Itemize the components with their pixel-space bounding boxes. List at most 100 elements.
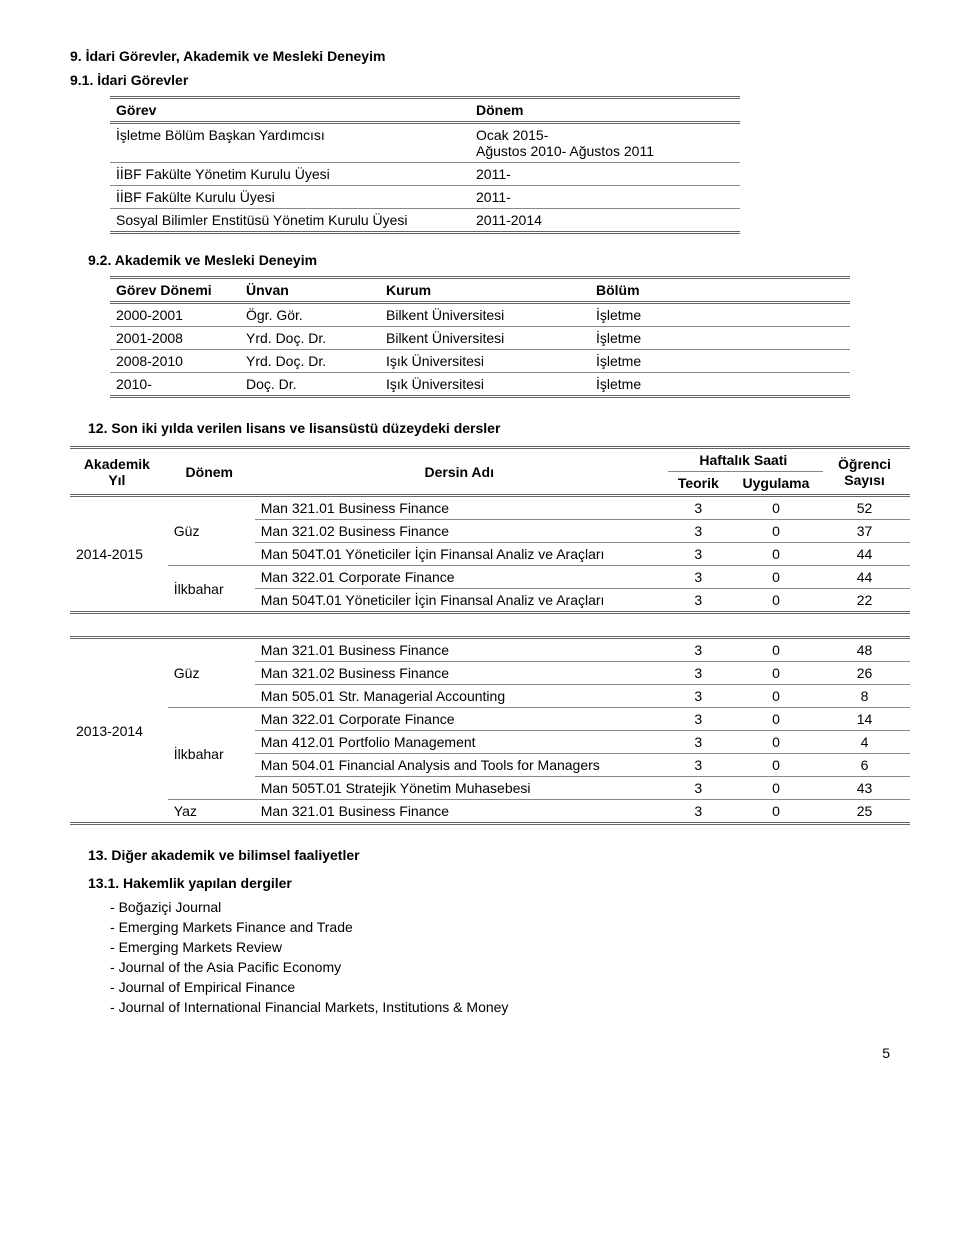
section-12-heading: 12. Son iki yılda verilen lisans ve lisa… — [88, 420, 900, 436]
cell-donem: İlkbahar — [168, 566, 255, 613]
cell-uygulama: 0 — [733, 496, 823, 520]
table-row: İlkbaharMan 322.01 Corporate Finance3044 — [70, 566, 910, 589]
cell-gorev: İİBF Fakülte Kurulu Üyesi — [110, 186, 470, 209]
cell-donem: 2001-2008 — [110, 327, 240, 350]
cell-ogrenci: 6 — [823, 754, 910, 777]
cell-ogrenci: 14 — [823, 708, 910, 731]
cell-akademik-yil: 2014-2015 — [70, 496, 168, 613]
list-item: Emerging Markets Review — [110, 939, 900, 955]
cell-uygulama: 0 — [733, 731, 823, 754]
th-donem: Dönem — [168, 448, 255, 496]
cell-ders: Man 504T.01 Yöneticiler İçin Finansal An… — [255, 589, 668, 613]
section-13-heading: 13. Diğer akademik ve bilimsel faaliyetl… — [88, 847, 900, 863]
cell-donem: 2011- — [470, 163, 740, 186]
cell-teorik: 3 — [668, 543, 733, 566]
cell-uygulama: 0 — [733, 754, 823, 777]
section-131-heading: 13.1. Hakemlik yapılan dergiler — [88, 875, 900, 891]
cell-ogrenci: 4 — [823, 731, 910, 754]
cell-uygulama: 0 — [733, 543, 823, 566]
cell-ders: Man 321.02 Business Finance — [255, 662, 668, 685]
cell-unvan: Doç. Dr. — [240, 373, 380, 397]
cell-bolum: İşletme — [590, 373, 850, 397]
cell-ders: Man 322.01 Corporate Finance — [255, 708, 668, 731]
table-row: 2000-2001Ögr. Gör.Bilkent Üniversitesiİş… — [110, 303, 850, 327]
th-dersin-adi: Dersin Adı — [255, 448, 668, 496]
th-unvan: Ünvan — [240, 278, 380, 303]
section-91-heading: 9.1. İdari Görevler — [70, 72, 900, 88]
cell-uygulama: 0 — [733, 520, 823, 543]
cell-ogrenci: 37 — [823, 520, 910, 543]
cell-teorik: 3 — [668, 638, 733, 662]
cell-donem: Yaz — [168, 800, 255, 824]
cell-unvan: Ögr. Gör. — [240, 303, 380, 327]
cell-uygulama: 0 — [733, 638, 823, 662]
cell-bolum: İşletme — [590, 350, 850, 373]
cell-uygulama: 0 — [733, 566, 823, 589]
list-item: Boğaziçi Journal — [110, 899, 900, 915]
table-row: 2010-Doç. Dr.Işık Üniversitesiİşletme — [110, 373, 850, 397]
cell-teorik: 3 — [668, 496, 733, 520]
cell-kurum: Bilkent Üniversitesi — [380, 303, 590, 327]
table-row: Sosyal Bilimler Enstitüsü Yönetim Kurulu… — [110, 209, 740, 233]
spacer-cell — [255, 613, 668, 638]
cell-ogrenci: 52 — [823, 496, 910, 520]
cell-gorev: Sosyal Bilimler Enstitüsü Yönetim Kurulu… — [110, 209, 470, 233]
th-bolum: Bölüm — [590, 278, 850, 303]
th-haftalik-saati: Haftalık Saati — [668, 448, 823, 472]
list-item: Journal of Empirical Finance — [110, 979, 900, 995]
cell-ders: Man 412.01 Portfolio Management — [255, 731, 668, 754]
cell-donem: Güz — [168, 496, 255, 566]
table-row: YazMan 321.01 Business Finance3025 — [70, 800, 910, 824]
table-row: 2001-2008Yrd. Doç. Dr.Bilkent Üniversite… — [110, 327, 850, 350]
cell-donem: 2011-2014 — [470, 209, 740, 233]
table-row: 2013-2014GüzMan 321.01 Business Finance3… — [70, 638, 910, 662]
spacer-cell — [168, 613, 255, 638]
cell-uygulama: 0 — [733, 662, 823, 685]
cell-uygulama: 0 — [733, 685, 823, 708]
cell-gorev: İİBF Fakülte Yönetim Kurulu Üyesi — [110, 163, 470, 186]
akademik-deneyim-table: Görev Dönemi Ünvan Kurum Bölüm 2000-2001… — [110, 276, 850, 398]
cell-ogrenci: 8 — [823, 685, 910, 708]
cell-ogrenci: 48 — [823, 638, 910, 662]
th-uygulama: Uygulama — [733, 472, 823, 496]
cell-ogrenci: 44 — [823, 566, 910, 589]
cell-ders: Man 504.01 Financial Analysis and Tools … — [255, 754, 668, 777]
cell-teorik: 3 — [668, 520, 733, 543]
cell-akademik-yil: 2013-2014 — [70, 638, 168, 824]
cell-teorik: 3 — [668, 731, 733, 754]
cell-teorik: 3 — [668, 685, 733, 708]
cell-unvan: Yrd. Doç. Dr. — [240, 327, 380, 350]
cell-unvan: Yrd. Doç. Dr. — [240, 350, 380, 373]
cell-donem: 2000-2001 — [110, 303, 240, 327]
cell-ders: Man 505.01 Str. Managerial Accounting — [255, 685, 668, 708]
cell-donem: Ocak 2015- Ağustos 2010- Ağustos 2011 — [470, 123, 740, 163]
cell-donem: 2008-2010 — [110, 350, 240, 373]
cell-ogrenci: 44 — [823, 543, 910, 566]
th-kurum: Kurum — [380, 278, 590, 303]
spacer-cell — [823, 613, 910, 638]
list-item: Journal of International Financial Marke… — [110, 999, 900, 1015]
spacer-cell — [70, 613, 168, 638]
cell-donem: İlkbahar — [168, 708, 255, 800]
table-row: İİBF Fakülte Yönetim Kurulu Üyesi2011- — [110, 163, 740, 186]
cell-teorik: 3 — [668, 777, 733, 800]
table-spacer-row — [70, 613, 910, 638]
cell-bolum: İşletme — [590, 303, 850, 327]
dersler-table: Akademik Yıl Dönem Dersin Adı Haftalık S… — [70, 446, 910, 825]
section-92-heading: 9.2. Akademik ve Mesleki Deneyim — [88, 252, 900, 268]
cell-ders: Man 504T.01 Yöneticiler İçin Finansal An… — [255, 543, 668, 566]
cell-teorik: 3 — [668, 566, 733, 589]
cell-gorev: İşletme Bölüm Başkan Yardımcısı — [110, 123, 470, 163]
cell-uygulama: 0 — [733, 589, 823, 613]
cell-teorik: 3 — [668, 589, 733, 613]
cell-uygulama: 0 — [733, 800, 823, 824]
table-row: 2014-2015GüzMan 321.01 Business Finance3… — [70, 496, 910, 520]
cell-kurum: Işık Üniversitesi — [380, 373, 590, 397]
cell-ders: Man 321.02 Business Finance — [255, 520, 668, 543]
cell-uygulama: 0 — [733, 708, 823, 731]
th-ogrenci-sayisi: Öğrenci Sayısı — [823, 448, 910, 496]
cell-teorik: 3 — [668, 800, 733, 824]
cell-ders: Man 322.01 Corporate Finance — [255, 566, 668, 589]
cell-ders: Man 505T.01 Stratejik Yönetim Muhasebesi — [255, 777, 668, 800]
th-gorev: Görev — [110, 98, 470, 123]
